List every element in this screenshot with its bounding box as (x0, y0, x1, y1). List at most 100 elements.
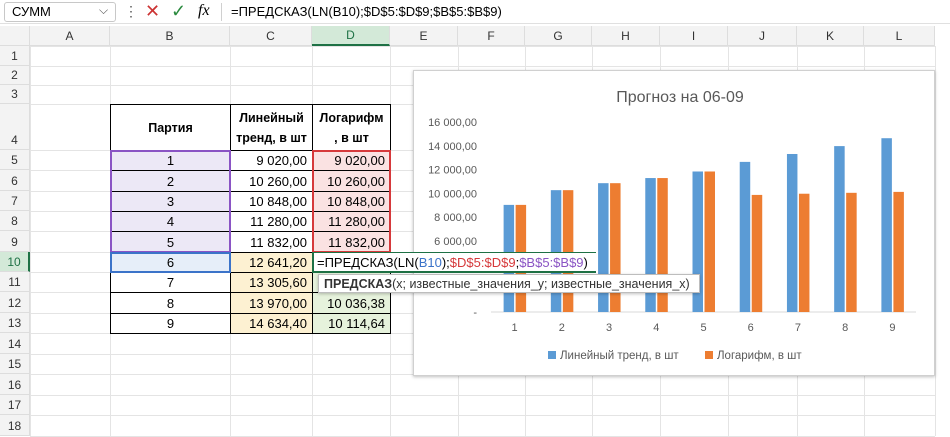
x-tick-label: 4 (653, 322, 659, 334)
table-cell: 9 020,00 (312, 150, 391, 171)
column-header: K (797, 26, 864, 46)
legend-label: Линейный тренд, в шт (560, 350, 679, 362)
y-tick-label: 14 000,00 (428, 141, 477, 153)
name-box-text: СУММ (12, 4, 51, 19)
gridline (30, 66, 935, 67)
row-header: 9 (0, 231, 30, 252)
x-tick-label: 3 (606, 322, 612, 334)
row-header: 3 (0, 85, 30, 104)
gridline (30, 395, 935, 396)
y-tick-label: 8 000,00 (434, 212, 477, 224)
header-line: Линейный (239, 110, 304, 125)
column-header: A (30, 26, 110, 46)
legend-swatch (548, 351, 556, 359)
ref-d5-d9 (312, 150, 391, 253)
table-cell: 10 260,00 (312, 170, 391, 192)
enter-icon[interactable]: ✓ (171, 1, 187, 21)
table-cell: 8 (110, 292, 231, 314)
row-header: 12 (0, 292, 30, 313)
x-tick-label: 2 (559, 322, 565, 334)
row-header: 6 (0, 170, 30, 191)
column-header: E (390, 26, 458, 46)
table-header: Логарифм , в шт (312, 104, 391, 151)
table-cell: 10 848,00 (230, 191, 313, 212)
bar (550, 190, 562, 312)
row-header: 13 (0, 313, 30, 333)
y-tick-label: - (473, 307, 477, 319)
formula-part: ) (583, 254, 588, 270)
tooltip-function: ПРЕДСКАЗ (324, 276, 393, 291)
formula-bar (0, 0, 950, 24)
table-cell: 12 641,20 (230, 252, 313, 273)
column-header: D (312, 26, 390, 46)
dropdown-icon[interactable]: ⌵ (99, 3, 109, 17)
table-cell: 10 036,38 (312, 292, 391, 314)
bar (598, 183, 609, 312)
column-header: F (458, 26, 525, 46)
row-header: 16 (0, 374, 30, 395)
formula-text[interactable]: =ПРЕДСКАЗ(LN(B10);$D$5:$D$9;$B$5:$B$9) (231, 4, 502, 19)
x-tick-label: 9 (889, 322, 895, 334)
table-header: Партия (110, 104, 231, 151)
function-tooltip: ПРЕДСКАЗ (x; известные_значения_y; извест… (318, 274, 700, 293)
bar (881, 138, 892, 312)
row-header: 7 (0, 191, 30, 211)
header-line: тренд, в шт (236, 130, 307, 145)
table-cell: 9 020,00 (230, 150, 313, 171)
row-header: 2 (0, 66, 30, 85)
x-tick-label: 1 (512, 322, 518, 334)
gridline (30, 46, 935, 47)
table-cell: 9 (110, 313, 231, 334)
bar (562, 190, 574, 312)
chart-border (413, 70, 935, 376)
bar (751, 194, 763, 312)
x-tick-label: 7 (795, 322, 801, 334)
bar (657, 178, 668, 312)
y-tick-label: 6 000,00 (434, 236, 477, 248)
formula-part: ; (515, 254, 520, 270)
formula-part: B10 (418, 254, 442, 270)
header-line: Логарифм (319, 110, 384, 125)
separator (221, 3, 222, 21)
fx-icon[interactable]: fx (198, 2, 210, 19)
y-tick-label: 16 000,00 (428, 117, 477, 129)
formula-part: $D$5:$D$9 (449, 254, 516, 270)
bar (704, 171, 715, 312)
column-header: G (525, 26, 592, 46)
row-header: 18 (0, 415, 30, 436)
name-box[interactable] (4, 2, 116, 22)
more-icon[interactable]: ⋮ (124, 3, 138, 19)
bar (645, 178, 656, 312)
row-header: 17 (0, 395, 30, 415)
y-tick-label: 12 000,00 (428, 165, 477, 177)
bar (692, 171, 703, 312)
column-header: C (230, 26, 312, 46)
table-cell: 13 970,00 (230, 292, 313, 314)
ref-b5-b9 (110, 150, 231, 253)
table-cell: 7 (110, 272, 231, 293)
bar (798, 193, 810, 312)
header-line: Партия (148, 120, 193, 135)
column-header: J (728, 26, 797, 46)
x-tick-label: 8 (842, 322, 848, 334)
row-header: 14 (0, 333, 30, 354)
row-header: 11 (0, 272, 30, 292)
formula-part: $B$5:$B$9 (519, 254, 584, 270)
row-header: 1 (0, 46, 30, 66)
x-tick-label: 6 (748, 322, 754, 334)
column-header: B (110, 26, 230, 46)
cancel-icon[interactable]: ✕ (145, 1, 161, 21)
table-cell: 10 848,00 (312, 191, 391, 212)
legend-label: Логарифм, в шт (717, 350, 802, 362)
gridline (935, 46, 936, 436)
corner (0, 26, 30, 46)
y-tick-label: 10 000,00 (428, 188, 477, 200)
formula-part: =ПРЕДСКАЗ(LN( (317, 254, 419, 270)
table-cell: 11 832,00 (312, 231, 391, 253)
ref-b10 (110, 252, 231, 273)
cell-editor[interactable]: =ПРЕДСКАЗ(LN(B10); $D$5:$D$9; $B$5:$B$9) (312, 252, 596, 273)
gridline (30, 46, 31, 436)
table-header: Линейный тренд, в шт (230, 104, 313, 151)
formula-part: ); (441, 254, 450, 270)
